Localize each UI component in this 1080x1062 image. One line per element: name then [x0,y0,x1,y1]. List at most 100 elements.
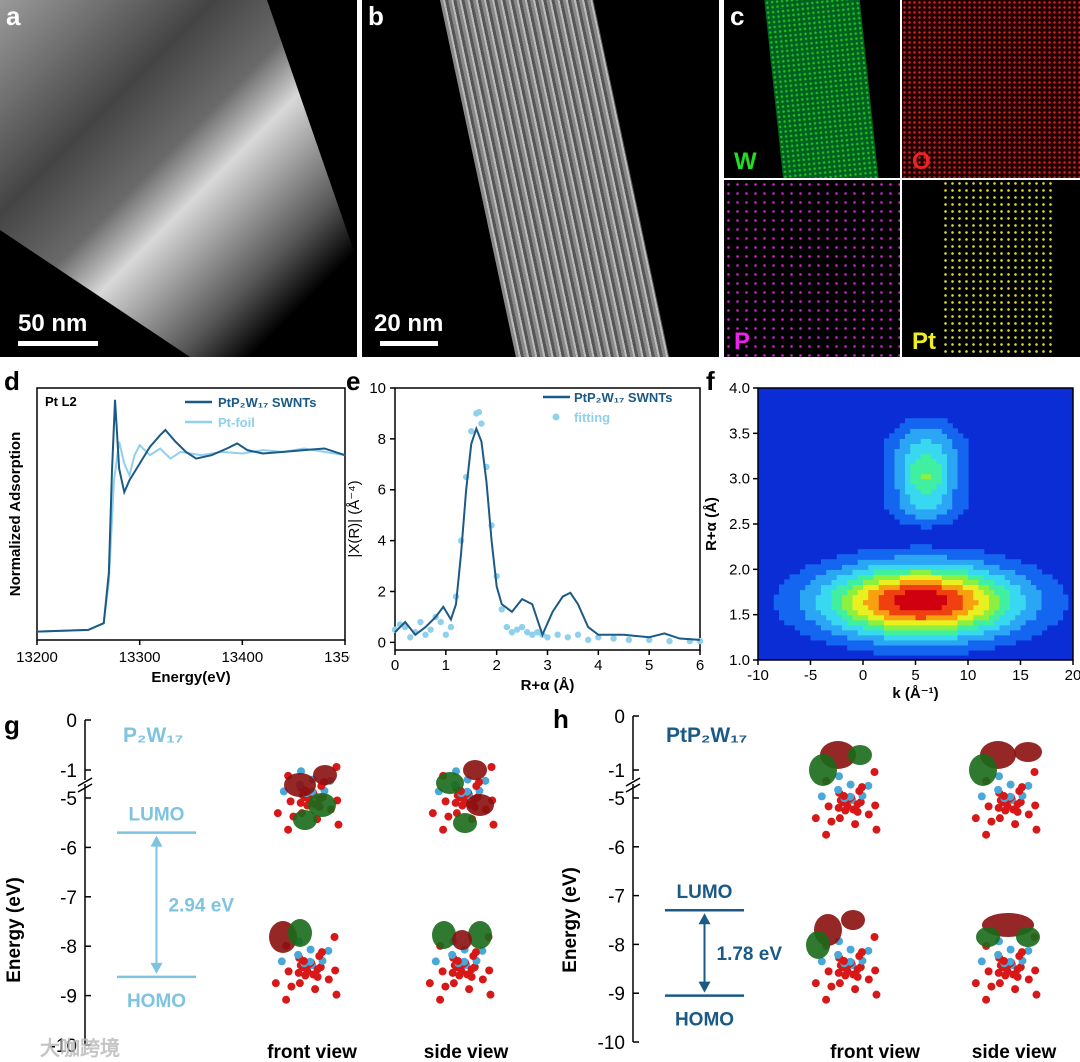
heatmap-cell [1020,594,1027,601]
heatmap-cell [1025,614,1032,621]
heatmap-cell [857,554,864,560]
y-tick-label: 0 [378,634,386,651]
heatmap-cell [915,508,922,515]
heatmap-cell [852,629,859,636]
heatmap-cell [836,599,843,606]
heatmap-cell [1010,629,1016,636]
heatmap-cell [899,609,906,616]
heatmap-cell [968,644,974,651]
heatmap-cell [926,428,932,434]
heatmap-cell [905,639,911,646]
atom [1024,781,1033,790]
heatmap-cell [773,594,780,601]
heatmap-cell [1004,564,1011,570]
heatmap-cell [873,619,880,626]
heatmap-cell [836,604,843,611]
heatmap-cell [926,569,932,575]
heatmap-cell [852,609,859,616]
panel-label-d: d [4,366,20,396]
heatmap-cell [857,549,864,555]
y-tick-label: 6 [378,482,386,499]
heatmap-cell [978,644,985,651]
orbital-structure-3 [425,921,495,1004]
atom [474,778,483,787]
heatmap-cell [815,584,822,591]
heatmap-cell [821,629,827,636]
heatmap-cell [810,609,817,616]
heatmap-cell [947,639,953,646]
atom [1006,780,1015,789]
heatmap-cell [889,463,896,470]
heatmap-cell [884,478,890,485]
heatmap-cell [826,604,833,611]
heatmap-cell [873,584,880,591]
heatmap-cell [962,644,969,651]
heatmap-cell [983,639,990,646]
heatmap-cell [800,614,806,621]
heatmap-cell [989,589,995,596]
homo-label: HOMO [127,991,186,1012]
heatmap-cell [878,644,885,651]
heatmap-cell [1020,604,1027,611]
heatmap-cell [1041,594,1048,601]
heatmap-cell [973,629,980,636]
heatmap-cell [905,599,911,606]
plot-frame [36,387,346,641]
atom [295,979,304,988]
heatmap-cell [957,569,964,575]
heatmap-cell [947,453,953,460]
heatmap-cell [905,433,911,439]
heatmap-cell [826,559,833,565]
y-tick-label: 3.5 [729,425,750,442]
heatmap-cell [836,629,843,636]
x-tick-label: 15 [1012,667,1029,684]
heatmap-cell [936,443,943,450]
atom [846,945,855,954]
heatmap-cell [868,554,875,560]
heatmap-cell [878,614,885,621]
heatmap-cell [852,619,859,626]
heatmap-cell [905,584,911,591]
heatmap-cell [962,503,969,510]
heatmap-cell [962,619,969,626]
atom [857,948,866,957]
heatmap-cell [926,579,932,586]
axis-break-1 [625,777,641,787]
atom [987,982,996,991]
heatmap-cell [936,473,943,480]
heatmap-cell [810,574,817,581]
heatmap-cell [815,564,822,570]
heatmap-cell [1015,594,1022,601]
orbital-lobe [293,810,317,830]
heatmap-cell [936,453,943,460]
heatmap-cell [994,604,1001,611]
heatmap-cell [947,518,953,525]
heatmap-cell [920,458,927,465]
heatmap-cell [899,624,906,631]
heatmap-cell [836,564,843,570]
heatmap-cell [899,614,906,621]
orbital-structure-2 [806,910,881,1004]
heatmap-cell [905,498,911,505]
heatmap-cell [952,513,959,520]
heatmap-cell [978,584,985,591]
heatmap-cell [1036,589,1043,596]
heatmap-cell [836,559,843,565]
atom [1006,945,1015,954]
heatmap-cell [931,483,938,490]
heatmap-cell [931,488,938,495]
heatmap-cell [978,619,985,626]
atom [306,957,315,966]
atom [330,932,339,941]
heatmap-cell [952,453,959,460]
heatmap-cell [926,503,932,510]
heatmap-cell [1020,569,1027,575]
heatmap-cell [852,579,859,586]
heatmap-cell [857,574,864,581]
heatmap-cell [905,463,911,470]
atom [282,995,291,1004]
heatmap-cell [784,609,791,616]
heatmap-cell [994,559,1001,565]
eds-pt-band [942,180,1052,357]
